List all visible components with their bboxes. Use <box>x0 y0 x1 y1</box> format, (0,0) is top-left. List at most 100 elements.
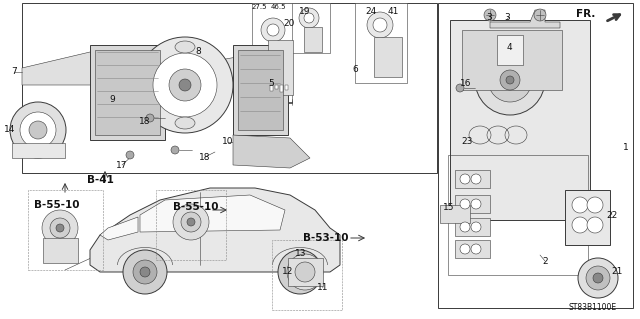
Text: 16: 16 <box>460 78 472 87</box>
Text: 3: 3 <box>486 12 492 21</box>
Circle shape <box>126 151 134 159</box>
Bar <box>43 238 78 263</box>
Text: B-41: B-41 <box>86 175 113 185</box>
Bar <box>95 50 160 135</box>
Circle shape <box>488 58 532 102</box>
Circle shape <box>304 13 314 23</box>
Text: 46.5: 46.5 <box>270 4 285 10</box>
Text: B-55-10: B-55-10 <box>35 200 80 210</box>
Circle shape <box>572 217 588 233</box>
Circle shape <box>572 197 588 213</box>
Circle shape <box>56 224 64 232</box>
Circle shape <box>146 114 154 122</box>
Circle shape <box>578 258 618 298</box>
Circle shape <box>137 37 233 133</box>
Circle shape <box>261 18 285 42</box>
Circle shape <box>460 199 470 209</box>
Circle shape <box>295 267 305 277</box>
Circle shape <box>153 53 217 117</box>
Bar <box>275 85 278 89</box>
Circle shape <box>500 70 520 90</box>
Circle shape <box>471 222 481 232</box>
Circle shape <box>123 250 167 294</box>
Circle shape <box>42 210 78 246</box>
Text: 2: 2 <box>542 256 548 265</box>
Circle shape <box>471 244 481 254</box>
Text: 24: 24 <box>365 8 376 17</box>
Bar <box>565 190 610 245</box>
Bar <box>355 3 407 83</box>
Text: 27.5: 27.5 <box>252 4 267 10</box>
Text: 4: 4 <box>506 43 512 53</box>
Text: 15: 15 <box>444 204 455 212</box>
Bar <box>374 37 402 77</box>
Circle shape <box>181 212 201 232</box>
Bar <box>156 190 226 260</box>
Bar <box>280 85 283 92</box>
Circle shape <box>179 79 191 91</box>
Bar <box>90 45 165 140</box>
Text: 18: 18 <box>140 117 151 127</box>
Polygon shape <box>233 135 310 168</box>
Circle shape <box>484 9 496 21</box>
Text: 19: 19 <box>300 8 311 17</box>
Circle shape <box>460 222 470 232</box>
Bar <box>497 35 523 65</box>
Bar <box>285 85 288 90</box>
Text: 5: 5 <box>268 79 274 88</box>
Bar <box>22 3 437 173</box>
Circle shape <box>140 267 150 277</box>
Circle shape <box>534 9 546 21</box>
Circle shape <box>50 218 70 238</box>
Bar <box>455 195 490 213</box>
Circle shape <box>475 45 545 115</box>
Bar <box>288 258 323 286</box>
Circle shape <box>169 69 201 101</box>
Bar <box>270 85 273 91</box>
Ellipse shape <box>175 117 195 129</box>
Circle shape <box>278 250 322 294</box>
Bar <box>448 155 588 275</box>
Bar <box>268 40 293 95</box>
Text: B-53-10: B-53-10 <box>303 233 349 243</box>
Text: 10: 10 <box>222 137 234 146</box>
Polygon shape <box>220 55 255 82</box>
Circle shape <box>295 262 315 282</box>
Bar <box>455 170 490 188</box>
Bar <box>285 3 330 53</box>
Text: 22: 22 <box>606 211 618 219</box>
Polygon shape <box>22 52 105 85</box>
Circle shape <box>593 273 603 283</box>
Bar <box>252 3 292 103</box>
Circle shape <box>460 244 470 254</box>
Circle shape <box>173 204 209 240</box>
Text: 21: 21 <box>611 268 623 277</box>
Circle shape <box>171 146 179 154</box>
Bar <box>28 190 103 270</box>
Polygon shape <box>140 195 285 232</box>
Polygon shape <box>100 217 138 240</box>
Bar <box>450 20 590 220</box>
Circle shape <box>29 121 47 139</box>
Circle shape <box>471 174 481 184</box>
Circle shape <box>471 199 481 209</box>
Circle shape <box>10 102 66 158</box>
Text: 18: 18 <box>199 152 211 161</box>
Polygon shape <box>490 10 560 28</box>
Text: 1: 1 <box>623 144 629 152</box>
Text: B-55-10: B-55-10 <box>173 202 219 212</box>
Text: 14: 14 <box>4 125 16 135</box>
Text: 11: 11 <box>317 284 329 293</box>
Text: 9: 9 <box>109 95 115 105</box>
Text: 8: 8 <box>195 48 201 56</box>
Circle shape <box>299 8 319 28</box>
Ellipse shape <box>175 41 195 53</box>
Text: FR.: FR. <box>576 9 596 19</box>
Polygon shape <box>12 143 65 158</box>
Text: 3: 3 <box>504 12 510 21</box>
Text: 17: 17 <box>116 160 128 169</box>
Text: 20: 20 <box>284 19 294 28</box>
Bar <box>238 50 283 130</box>
Circle shape <box>506 76 514 84</box>
Bar <box>455 240 490 258</box>
